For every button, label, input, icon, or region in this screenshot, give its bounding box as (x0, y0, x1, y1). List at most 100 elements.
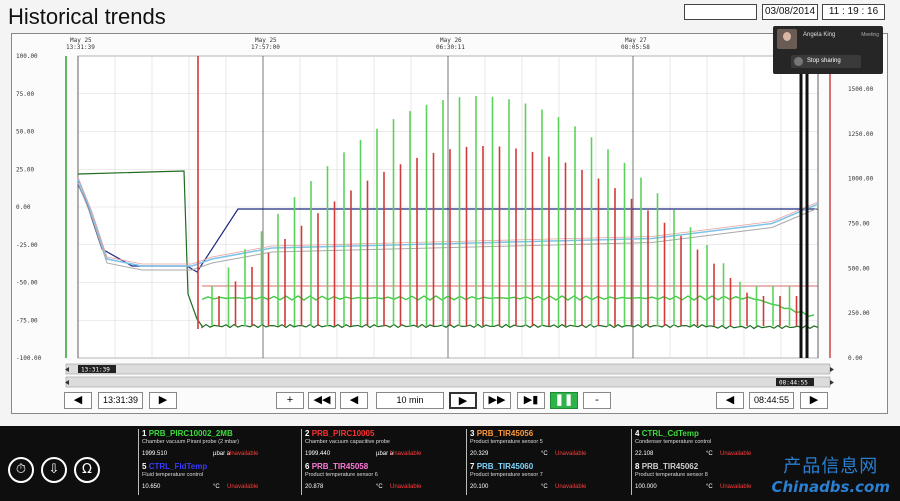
zoom-in-button[interactable]: + (276, 392, 304, 409)
right-tick-label: 750.00 (848, 221, 870, 228)
sensor-status: Unavailable (390, 451, 422, 457)
interval-field[interactable]: 10 min (376, 392, 444, 409)
sensor-unit: °C (376, 484, 383, 490)
start-time-field[interactable]: 13:31:39 (98, 392, 143, 409)
sensor-value: 1999.440 (305, 451, 331, 457)
step-back-right-button[interactable]: ◀ (716, 392, 744, 409)
left-tick-label: -100.00 (16, 355, 42, 362)
step-back-left-button[interactable]: ◀ (64, 392, 92, 409)
time-tick-time: 06:30:11 (436, 44, 465, 51)
sensor-status: Unavailable (227, 484, 259, 490)
scroll-left-arrow (65, 367, 69, 372)
omega-icon[interactable]: Ω (74, 457, 100, 483)
sensor-tag-text: PRB_TIR45058 (311, 462, 369, 471)
trend-chart-frame: 100.00 75.00 50.00 25.00 0.00 -25.00 -50.00 -75… (11, 33, 888, 414)
sensor-unit: °C (541, 451, 548, 457)
sensor-id: 7 (470, 462, 475, 471)
sensor-cell-1[interactable]: 1 PRB_PIRC10002_2MB Chamber vacuum Pirani… (138, 429, 298, 462)
left-tick-label: 75.00 (16, 91, 34, 98)
sensor-value: 10.650 (142, 484, 161, 490)
sensor-cell-6[interactable]: 6 PRB_TIR45058 Product temperature sensor… (301, 462, 461, 495)
sensor-unit: °C (706, 451, 713, 457)
scroll-track-bottom (65, 376, 831, 388)
scroll-track-top (65, 363, 831, 375)
scroll-start-label: 13:31:39 (81, 367, 110, 374)
sensor-cell-8[interactable]: 8 PRB_TIR45062 Product temperature sensor… (631, 462, 791, 495)
step-forward-left-button[interactable]: ▶ (149, 392, 177, 409)
sensor-cell-7[interactable]: 7 PRB_TIR45060 Product temperature sensor… (466, 462, 626, 495)
header-blank-field (684, 4, 757, 20)
scroll-right-arrow (830, 367, 834, 372)
sensor-id: 8 (635, 462, 640, 471)
sensor-value: 20.100 (470, 484, 489, 490)
right-tick-label: 1500.00 (848, 86, 874, 93)
sensor-panel (0, 426, 900, 501)
sensor-status: Unavailable (720, 484, 752, 490)
time-tick-time: 08:05:58 (621, 44, 650, 51)
sensor-tag: 7 PRB_TIR45060 (470, 462, 626, 471)
time-tick-time: 13:31:39 (66, 44, 95, 51)
left-tick-label: -25.00 (16, 242, 38, 249)
time-tick-date: May 25 (70, 37, 92, 44)
sensor-value: 1999.510 (142, 451, 168, 457)
right-tick-label: 1000.00 (848, 176, 874, 183)
skip-to-end-button[interactable]: ▶▮ (517, 392, 545, 409)
scroll-start-chip (78, 365, 116, 373)
left-tick-label: -75.00 (16, 317, 38, 324)
sensor-value: 20.329 (470, 451, 489, 457)
sensor-id: 1 (142, 429, 147, 438)
sensor-tag: 5 CTRL_FldTemp (142, 462, 298, 471)
sensor-id: 3 (470, 429, 475, 438)
header-date: 03/08/2014 (762, 4, 818, 20)
watermark-cn: 产品信息网 (783, 456, 879, 477)
sensor-tag-text: PRB_TIR45056 (476, 429, 534, 438)
time-tick-date: May 25 (255, 37, 277, 44)
sensor-value: 20.878 (305, 484, 324, 490)
stop-sharing-button[interactable]: Stop sharing (791, 55, 861, 68)
play-button[interactable]: ▶ (449, 392, 477, 409)
sensor-description: Condenser temperature control (635, 439, 712, 445)
watermark-en: Chinadbs.com (771, 478, 890, 496)
sensor-tag-text: PRB_PIRC10005 (311, 429, 375, 438)
sensor-tag: 1 PRB_PIRC10002_2MB (142, 429, 298, 438)
sensor-cell-2[interactable]: 2 PRB_PIRC10005 Chamber vacuum capacitive… (301, 429, 461, 462)
sensor-tag-text: CTRL_FldTemp (148, 462, 208, 471)
download-icon[interactable]: ⇩ (41, 457, 67, 483)
sensor-cell-3[interactable]: 3 PRB_TIR45056 Product temperature sensor… (466, 429, 626, 462)
right-tick-label: 500.00 (848, 265, 870, 272)
left-tick-label: 50.00 (16, 129, 34, 136)
sensor-unit: °C (706, 484, 713, 490)
fast-rewind-button[interactable]: ◀◀ (308, 392, 336, 409)
sensor-description: Chamber vacuum Pirani probe (2 mbar) (142, 439, 239, 445)
sensor-unit: °C (541, 484, 548, 490)
sensor-description: Fluid temperature control (142, 472, 204, 478)
end-time-field[interactable]: 08:44:55 (749, 392, 794, 409)
step-back-button[interactable]: ◀ (340, 392, 368, 409)
step-forward-right-button[interactable]: ▶ (800, 392, 828, 409)
trend-chart[interactable]: 100.0075.0050.0025.000.00-25.00-50.00-75… (12, 34, 889, 415)
sensor-id: 4 (635, 429, 640, 438)
gauge-icon[interactable]: ⏱ (8, 457, 34, 483)
sensor-tag-text: PRB_PIRC10002_2MB (148, 429, 233, 438)
page-title: Historical trends (8, 4, 166, 29)
sensor-description: Product temperature sensor 6 (305, 472, 378, 478)
sensor-value: 22.108 (635, 451, 654, 457)
sensor-tag-text: CTRL_CdTemp (641, 429, 699, 438)
sensor-unit: °C (213, 484, 220, 490)
sensor-cell-4[interactable]: 4 CTRL_CdTemp Condenser temperature contr… (631, 429, 791, 462)
fast-forward-button[interactable]: ▶▶ (483, 392, 511, 409)
pause-button[interactable]: ❚❚ (550, 392, 578, 409)
series-gray (77, 182, 819, 271)
zoom-out-button[interactable]: - (583, 392, 611, 409)
right-tick-label: 1250.00 (848, 131, 874, 138)
chart-series (77, 56, 819, 330)
sensor-cell-5[interactable]: 5 CTRL_FldTemp Fluid temperature control 1… (138, 462, 298, 495)
series-light-blue (77, 178, 819, 267)
time-tick-time: 17:57:00 (251, 44, 280, 51)
screen-share-popup: Angela King Meeting Stop sharing (773, 26, 883, 74)
left-tick-label: 25.00 (16, 166, 34, 173)
left-tick-label: 0.00 (16, 204, 31, 211)
sensor-tag: 6 PRB_TIR45058 (305, 462, 461, 471)
